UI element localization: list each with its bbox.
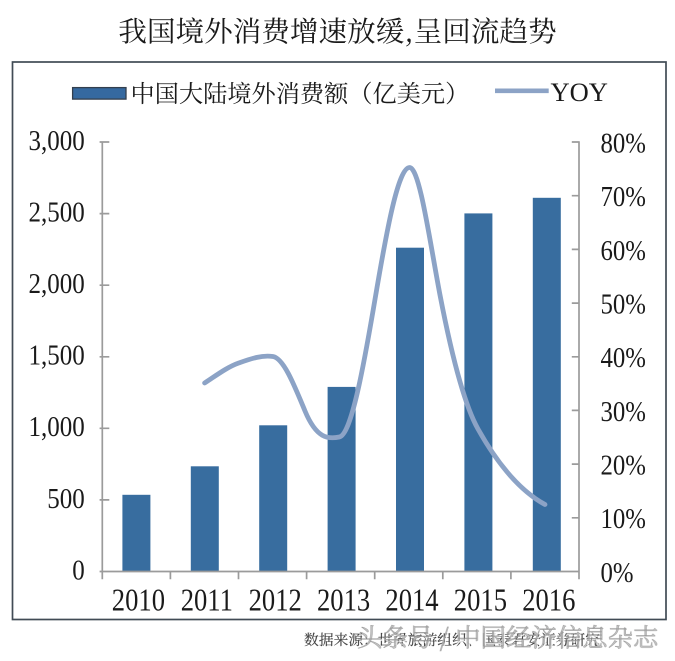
svg-text:YOY: YOY <box>551 77 608 107</box>
svg-text:1,500: 1,500 <box>29 339 85 371</box>
svg-text:70%: 70% <box>601 180 646 212</box>
svg-text:80%: 80% <box>601 127 646 159</box>
svg-text:2016: 2016 <box>522 583 575 618</box>
svg-text:40%: 40% <box>601 341 646 373</box>
svg-text:500: 500 <box>47 482 84 514</box>
svg-text:2012: 2012 <box>249 583 302 618</box>
svg-text:50%: 50% <box>601 288 646 320</box>
svg-text:0%: 0% <box>601 556 634 588</box>
svg-text:30%: 30% <box>601 395 646 427</box>
svg-text:0: 0 <box>72 554 84 586</box>
svg-text:2013: 2013 <box>317 583 370 618</box>
svg-text:60%: 60% <box>601 234 646 266</box>
svg-text:2015: 2015 <box>454 583 507 618</box>
svg-text:2,000: 2,000 <box>29 267 85 299</box>
svg-text:2014: 2014 <box>385 583 438 618</box>
svg-text:20%: 20% <box>601 449 646 481</box>
svg-text:2,500: 2,500 <box>29 196 85 228</box>
svg-text:3,000: 3,000 <box>29 124 85 156</box>
svg-text:10%: 10% <box>601 503 646 535</box>
svg-text:1,000: 1,000 <box>29 411 85 443</box>
svg-text:2011: 2011 <box>181 583 233 618</box>
svg-text:2010: 2010 <box>112 583 165 618</box>
